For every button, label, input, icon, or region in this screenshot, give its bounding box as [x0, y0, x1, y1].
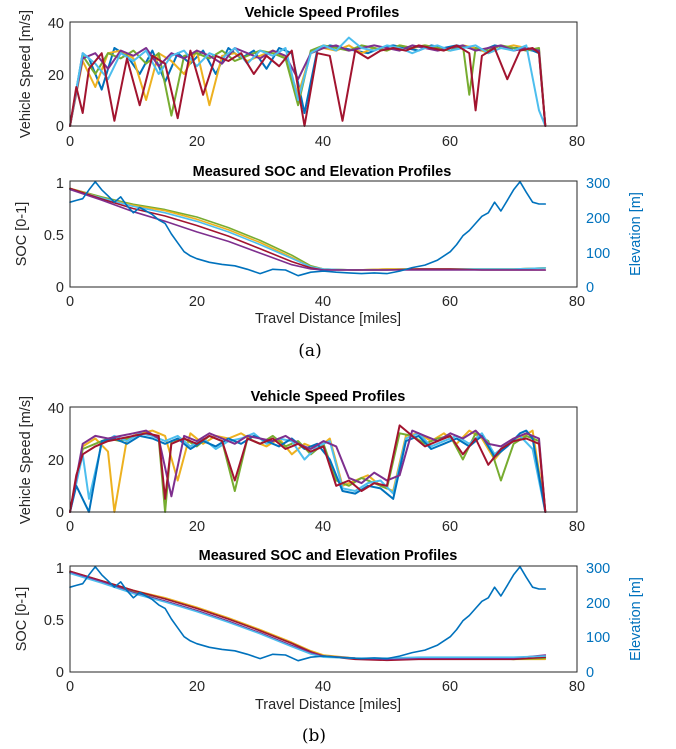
soc-line-b-2: [69, 571, 547, 661]
elev-ytick-a-0: 0: [586, 280, 594, 296]
caption-b: (b): [302, 726, 326, 746]
speed-series-a: [69, 36, 547, 127]
speed-title-a: Vehicle Speed Profiles: [245, 5, 400, 21]
soc-line-b-1: [69, 570, 547, 661]
soc-ytick-b-0: 0: [56, 665, 64, 681]
elevation-ylabel-a: Elevation [m]: [628, 192, 644, 276]
soc-series-a: [69, 180, 547, 277]
elev-ytick-a-300: 300: [586, 176, 610, 192]
speed-ylabel-b: Vehicle Speed [m/s]: [18, 396, 34, 524]
soc-line-a-4: [69, 187, 547, 271]
soc-ylabel-b: SOC [0-1]: [14, 587, 30, 651]
soc-line-a-2: [69, 187, 547, 271]
speed-line-b-4: [69, 429, 547, 513]
soc-ytick-a-1: 1: [56, 176, 64, 192]
speed-plot-b: Vehicle Speed Profiles Vehicle Speed [m/…: [18, 389, 585, 535]
soc-plot-b: Measured SOC and Elevation Profiles SOC …: [14, 548, 644, 713]
soc-line-b-3: [69, 570, 547, 662]
soc-axes-frame-a: [69, 180, 578, 288]
speed-xtick-b-40: 40: [315, 519, 331, 535]
soc-xtick-b-40: 40: [315, 679, 331, 695]
speed-line-b-1: [69, 429, 547, 513]
soc-xtick-b-0: 0: [66, 679, 74, 695]
speed-axes-frame-a: [69, 21, 578, 127]
speed-title-b: Vehicle Speed Profiles: [251, 389, 406, 405]
soc-xtick-a-80: 80: [569, 294, 585, 310]
soc-xtick-b-80: 80: [569, 679, 585, 695]
speed-xtick-a-80: 80: [569, 134, 585, 150]
soc-xtick-a-0: 0: [66, 294, 74, 310]
speed-xtick-b-80: 80: [569, 519, 585, 535]
speed-series-b: [69, 424, 547, 513]
soc-xtick-b-20: 20: [189, 679, 205, 695]
soc-xlabel-b: Travel Distance [miles]: [255, 697, 401, 713]
soc-xtick-a-20: 20: [189, 294, 205, 310]
soc-line-a-1: [69, 187, 547, 271]
soc-title-a: Measured SOC and Elevation Profiles: [193, 164, 452, 180]
speed-ytick-a-40: 40: [48, 16, 64, 32]
soc-axes-frame-b: [69, 565, 578, 673]
caption-a: (a): [298, 341, 321, 361]
speed-xtick-b-0: 0: [66, 519, 74, 535]
speed-xtick-b-20: 20: [189, 519, 205, 535]
speed-line-a-6: [69, 44, 547, 127]
speed-xtick-a-0: 0: [66, 134, 74, 150]
speed-ytick-a-20: 20: [48, 68, 64, 84]
speed-ytick-b-20: 20: [48, 453, 64, 469]
speed-line-b-6: [69, 424, 547, 513]
elev-ytick-a-100: 100: [586, 246, 610, 262]
elev-ytick-b-200: 200: [586, 596, 610, 612]
soc-ytick-b-0.5: 0.5: [44, 613, 64, 629]
soc-ytick-a-0.5: 0.5: [44, 228, 64, 244]
speed-xtick-b-60: 60: [442, 519, 458, 535]
soc-plot-a: Measured SOC and Elevation Profiles SOC …: [14, 164, 644, 327]
soc-line-b-4: [69, 571, 547, 661]
speed-xtick-a-20: 20: [189, 134, 205, 150]
elev-ytick-b-0: 0: [586, 665, 594, 681]
soc-xtick-b-60: 60: [442, 679, 458, 695]
speed-xtick-a-60: 60: [442, 134, 458, 150]
speed-axes-frame-b: [69, 406, 578, 513]
speed-ylabel-a: Vehicle Speed [m/s]: [18, 10, 34, 138]
soc-xtick-a-40: 40: [315, 294, 331, 310]
elevation-ylabel-b: Elevation [m]: [628, 577, 644, 661]
elev-ytick-a-200: 200: [586, 211, 610, 227]
soc-line-b-5: [69, 572, 547, 660]
soc-xlabel-a: Travel Distance [miles]: [255, 311, 401, 327]
soc-line-a-3: [69, 188, 547, 271]
speed-xtick-a-40: 40: [315, 134, 331, 150]
soc-ytick-a-0: 0: [56, 280, 64, 296]
speed-plot-a: Vehicle Speed Profiles Vehicle Speed [m/…: [18, 5, 585, 150]
soc-xtick-a-60: 60: [442, 294, 458, 310]
speed-ytick-b-0: 0: [56, 505, 64, 521]
elev-ytick-b-100: 100: [586, 630, 610, 646]
soc-title-b: Measured SOC and Elevation Profiles: [199, 548, 458, 564]
elevation-line-a: [69, 180, 547, 277]
speed-line-a-5: [69, 36, 547, 127]
soc-series-b: [69, 565, 547, 662]
elev-ytick-b-300: 300: [586, 561, 610, 577]
speed-ytick-b-40: 40: [48, 401, 64, 417]
soc-ylabel-a: SOC [0-1]: [14, 202, 30, 266]
speed-ytick-a-0: 0: [56, 119, 64, 135]
soc-ytick-b-1: 1: [56, 561, 64, 577]
soc-line-a-5: [69, 188, 547, 271]
elevation-line-b: [69, 565, 547, 662]
